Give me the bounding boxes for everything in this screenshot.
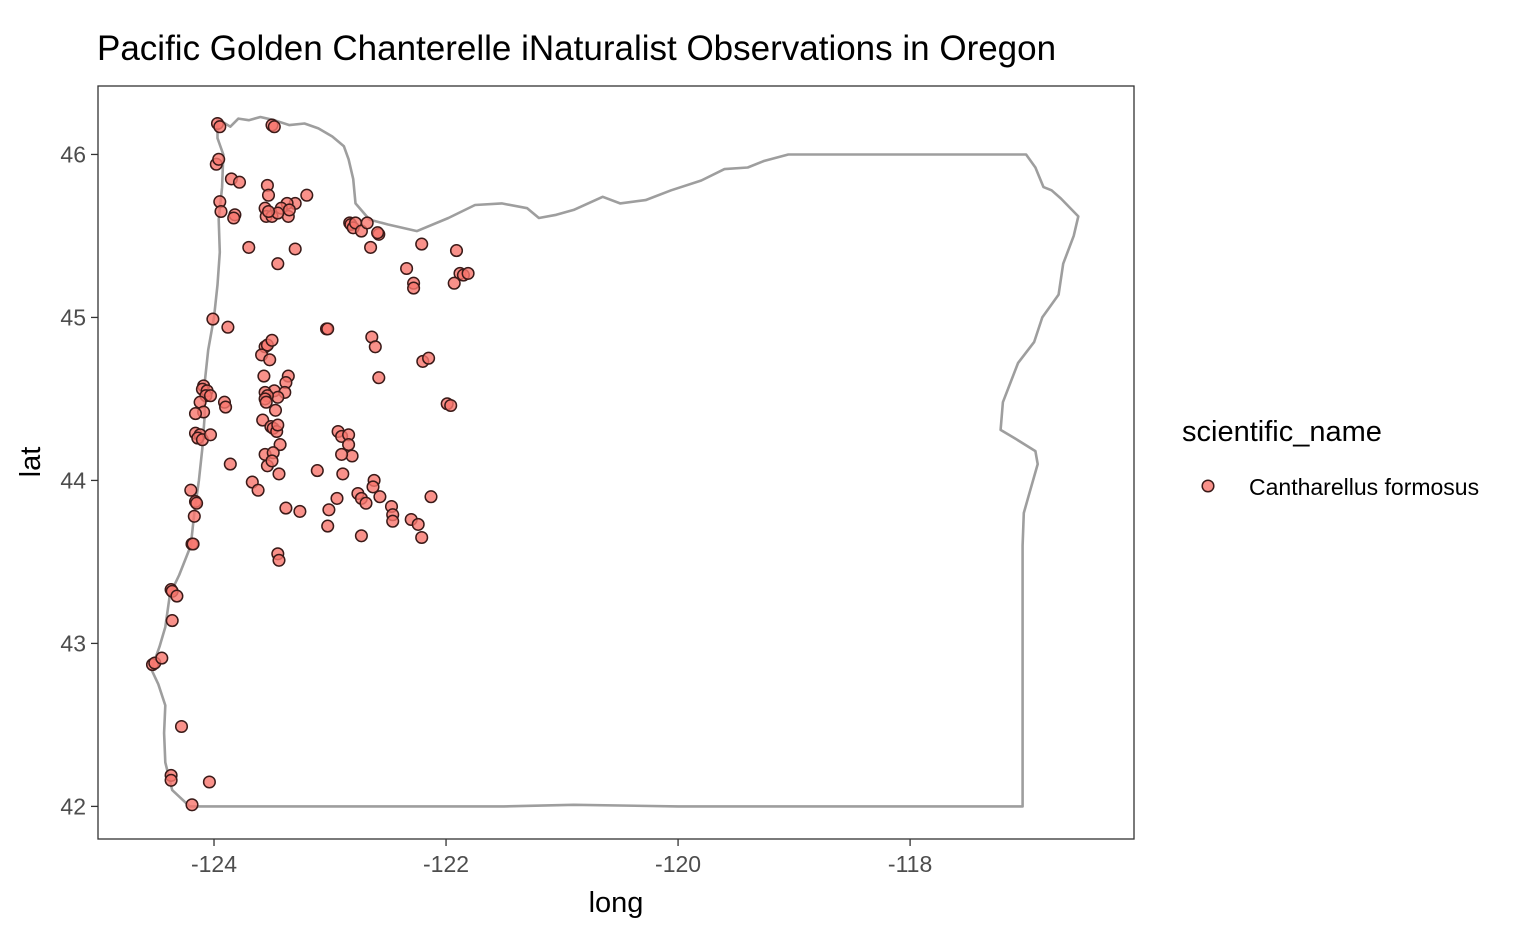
observation-point [400,261,414,276]
observation-point [267,120,281,134]
x-tick-label: -120 [655,851,701,877]
observation-point [360,216,374,230]
observation-point [366,480,380,494]
observation-point [330,491,344,505]
observation-point [461,266,475,280]
observation-point [259,395,273,409]
y-tick-label: 46 [60,141,86,167]
observation-point [386,514,400,528]
plot-panel [97,85,1135,840]
observation-point [232,175,247,189]
observation-point [342,438,356,452]
observation-point [213,120,227,134]
observation-point [227,211,241,225]
observation-point [203,428,218,442]
observation-point [447,276,461,290]
observation-point [411,517,425,531]
observation-point [364,240,378,254]
observation-point [206,312,220,326]
observation-point [257,369,271,383]
y-axis-title: lat [15,447,47,478]
observation-point [272,467,286,481]
x-tick-label: -122 [423,851,469,877]
observation-point [310,464,324,478]
y-tick-label: 42 [60,793,86,819]
observation-point [223,457,237,471]
observation-point [422,351,436,365]
observation-point [219,400,233,414]
chart-title: Pacific Golden Chanterelle iNaturalist O… [97,29,1056,68]
observation-point [321,519,335,533]
observation-point [279,501,293,515]
observation-point [251,483,265,497]
plot-area [145,115,1080,812]
observation-point [415,530,429,545]
observation-point [293,504,307,518]
observation-points [145,116,475,812]
observation-point [335,447,349,461]
observation-point [261,204,276,219]
observation-point [407,281,421,295]
observation-point [449,244,464,258]
observation-point [359,496,373,510]
observation-point [322,503,336,517]
observation-point [271,418,285,432]
observation-point [212,152,226,166]
observation-point [372,371,386,385]
observation-point [190,496,204,510]
y-tick-label: 43 [60,630,86,656]
observation-point [263,353,277,367]
observation-point [202,775,216,789]
observation-point [271,257,285,271]
oregon-outline [150,115,1080,808]
legend: scientific_name Cantharellus formosus [1182,416,1479,500]
observation-point [170,589,184,603]
observation-point [371,226,385,240]
legend-title: scientific_name [1182,416,1382,448]
observation-point [415,237,429,251]
observation-point [288,242,302,256]
observation-point [242,240,256,254]
observation-point [444,398,458,413]
y-tick-label: 44 [60,467,86,493]
y-axis: 42 43 44 45 46 [60,141,98,819]
legend-entry-label: Cantharellus formosus [1249,474,1479,500]
observation-point [345,449,359,463]
observation-point [265,333,279,347]
observation-point [188,407,203,421]
observation-point [214,204,228,219]
observation-point [185,798,199,812]
observation-point [261,188,276,202]
x-tick-label: -118 [888,851,932,877]
observation-point [272,553,286,567]
observation-point [184,483,198,497]
observation-point [203,389,218,403]
observation-point [268,403,283,417]
observation-point [321,322,335,336]
observation-point [273,438,287,452]
observation-point [368,340,382,354]
observation-point [221,320,235,334]
observation-point [186,537,200,551]
x-tick-label: -124 [191,851,237,877]
observation-point [174,719,189,734]
legend-key-point [1201,479,1215,493]
y-tick-label: 45 [60,304,86,330]
observation-point [300,188,314,202]
observation-point [373,490,387,504]
observation-point [265,454,279,468]
observation-point [282,203,296,217]
observation-point [336,467,350,481]
observation-point [354,529,368,543]
observation-point [165,614,179,628]
observation-point [424,490,438,504]
observation-point [164,773,178,787]
x-axis-title: long [589,887,644,919]
observation-point [155,651,169,665]
observation-point [187,509,201,523]
x-axis: -124 -122 -120 -118 [191,839,932,877]
